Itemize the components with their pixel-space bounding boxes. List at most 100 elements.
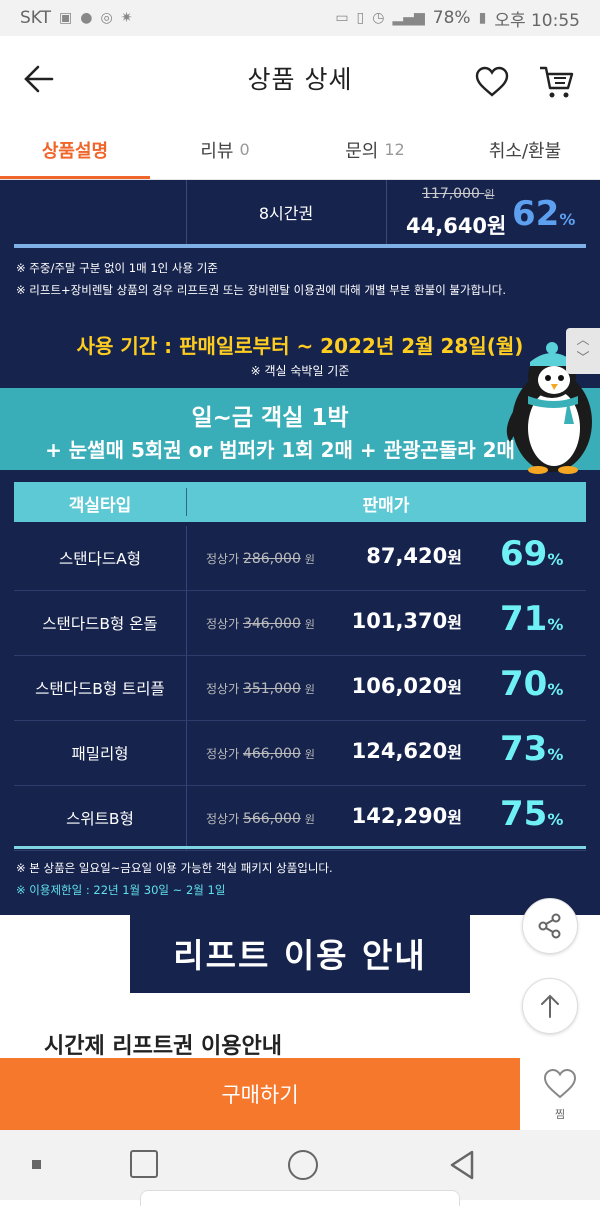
regular-price-unit: 원 <box>304 683 315 696</box>
regular-price-value: 286,000 <box>242 551 301 567</box>
status-bar: SKT ▣ ● ◎ ✷ ▭ ▯ ◷ ▂▄▆ 78% ▮ 오후 10:55 <box>0 0 600 36</box>
discount-number: 62 <box>512 194 560 234</box>
carrier-label: SKT <box>20 8 52 28</box>
cell-divider <box>386 180 387 244</box>
clock: 오후 10:55 <box>494 10 580 31</box>
sale-price: 124,620원 <box>346 739 462 763</box>
scroll-to-top-button[interactable] <box>522 978 578 1034</box>
regular-price-label: 정상가 <box>206 552 240 566</box>
talk-icon: ● <box>80 10 93 26</box>
discount-number: 71 <box>500 599 548 639</box>
nav-indicator-icon <box>32 1160 41 1169</box>
discount-unit: % <box>559 210 576 229</box>
scroll-up-down-button[interactable]: ︿ ﹀ <box>566 328 600 374</box>
chevron-down-icon: ﹀ <box>576 351 590 366</box>
regular-price-label: 정상가 <box>206 812 240 826</box>
alarm-icon: ◷ <box>372 10 385 26</box>
regular-price: 정상가 351,000 원 <box>206 680 315 697</box>
discount-number: 70 <box>500 664 548 704</box>
tab-inquiry[interactable]: 문의 12 <box>300 120 450 179</box>
regular-price: 정상가 566,000 원 <box>206 810 315 827</box>
tab-count: 12 <box>384 140 405 159</box>
room-type: 스탠다드B형 트리플 <box>35 680 165 698</box>
table-row: 스위트B형 정상가 566,000 원 142,290원 75% <box>14 786 586 851</box>
sale-price: 87,420원 <box>346 544 462 568</box>
cart-icon[interactable] <box>538 64 576 100</box>
gesture-handle[interactable] <box>140 1190 460 1206</box>
sale-price-value: 142,290 <box>351 804 448 828</box>
heart-icon[interactable] <box>474 66 510 98</box>
nav-back-button[interactable] <box>446 1148 478 1182</box>
share-button[interactable] <box>522 898 578 954</box>
discount-rate: 71% <box>500 599 563 639</box>
header-room-type: 객실타입 <box>68 496 132 516</box>
sale-price-unit: 원 <box>447 808 462 827</box>
room-type: 스탠다드B형 온돌 <box>42 615 158 633</box>
accessibility-icon: ◎ <box>100 10 113 26</box>
sale-price-value: 106,020 <box>351 674 448 698</box>
penguin-mascot-illustration <box>506 342 592 474</box>
regular-price-label: 정상가 <box>206 617 240 631</box>
lift-info-title: 리프트 이용 안내 <box>173 936 427 975</box>
tab-review[interactable]: 리뷰 0 <box>150 120 300 179</box>
product-detail-content[interactable]: 8시간권 117,000 원 44,640원 62% ※ 주중/주말 구분 없이… <box>0 180 600 1058</box>
recent-apps-button[interactable] <box>130 1150 158 1178</box>
battery-icon: ▮ <box>478 10 487 26</box>
row-divider <box>186 721 187 785</box>
regular-price: 정상가 466,000 원 <box>206 745 315 762</box>
regular-price-value: 351,000 <box>242 681 301 697</box>
regular-price-label: 정상가 <box>206 747 240 761</box>
regular-price-unit: 원 <box>304 553 315 566</box>
usage-period-note: ※ 객실 숙박일 기준 <box>250 364 350 378</box>
sale-price: 44,640원 <box>406 214 507 238</box>
regular-price: 정상가 286,000 원 <box>206 550 315 567</box>
discount-unit: % <box>547 810 564 829</box>
table-bottom-line <box>14 846 586 849</box>
home-button[interactable] <box>288 1150 318 1180</box>
tab-label: 상품설명 <box>41 140 109 162</box>
image-icon: ▣ <box>59 10 73 26</box>
tab-label: 리뷰 <box>200 140 234 162</box>
tab-refund[interactable]: 취소/환불 <box>450 120 600 179</box>
original-price-unit: 원 <box>484 188 495 201</box>
table-row: 스탠다드B형 트리플 정상가 351,000 원 106,020 원 70% <box>14 656 586 721</box>
discount-rate: 62% <box>512 194 575 234</box>
buy-button[interactable]: 구매하기 <box>0 1058 520 1130</box>
package-banner: 일~금 객실 1박 + 눈썰매 5회권 or 범퍼카 1회 2매 + 관광곤돌라… <box>0 388 600 470</box>
back-arrow-icon[interactable] <box>22 62 56 96</box>
sale-price: 142,290원 <box>346 804 462 828</box>
discount-unit: % <box>547 745 564 764</box>
discount-unit: % <box>547 680 564 699</box>
discount-number: 75 <box>500 794 548 834</box>
regular-price-unit: 원 <box>304 618 315 631</box>
room-type: 패밀리형 <box>71 745 129 763</box>
table-row: 패밀리형 정상가 466,000 원 124,620원 73% <box>14 721 586 786</box>
discount-rate: 70% <box>500 664 563 704</box>
tab-description[interactable]: 상품설명 <box>0 120 150 179</box>
discount-rate: 75% <box>500 794 563 834</box>
sale-price-unit: 원 <box>447 548 462 567</box>
discount-number: 73 <box>500 729 548 769</box>
header-sale-price: 판매가 <box>362 496 410 516</box>
sale-price-value: 87,420 <box>366 544 448 568</box>
regular-price-value: 566,000 <box>242 811 301 827</box>
cell-divider <box>186 180 187 244</box>
signal-icon: ▂▄▆ <box>392 10 425 26</box>
vibrate-icon: ▯ <box>356 10 365 26</box>
arrow-up-icon <box>541 994 559 1018</box>
note-restricted-dates: ※ 이용제한일 : 22년 1월 30일 ~ 2월 1일 <box>16 883 226 897</box>
tab-label: 문의 <box>345 140 379 162</box>
discount-unit: % <box>547 615 564 634</box>
row-divider <box>186 656 187 720</box>
wishlist-button[interactable]: 찜 <box>520 1058 600 1130</box>
system-nav-bar <box>0 1130 600 1206</box>
header-divider <box>186 488 187 516</box>
ticket-label: 8시간권 <box>258 204 314 223</box>
discount-rate: 73% <box>500 729 563 769</box>
row-divider <box>186 526 187 590</box>
note-package-availability: ※ 본 상품은 일요일~금요일 이용 가능한 객실 패키지 상품입니다. <box>16 861 333 875</box>
sale-price-value: 124,620 <box>351 739 448 763</box>
sale-price-unit: 원 <box>447 613 462 632</box>
row-divider <box>186 786 187 850</box>
lift-ticket-row: 8시간권 117,000 원 44,640원 62% <box>14 180 586 248</box>
